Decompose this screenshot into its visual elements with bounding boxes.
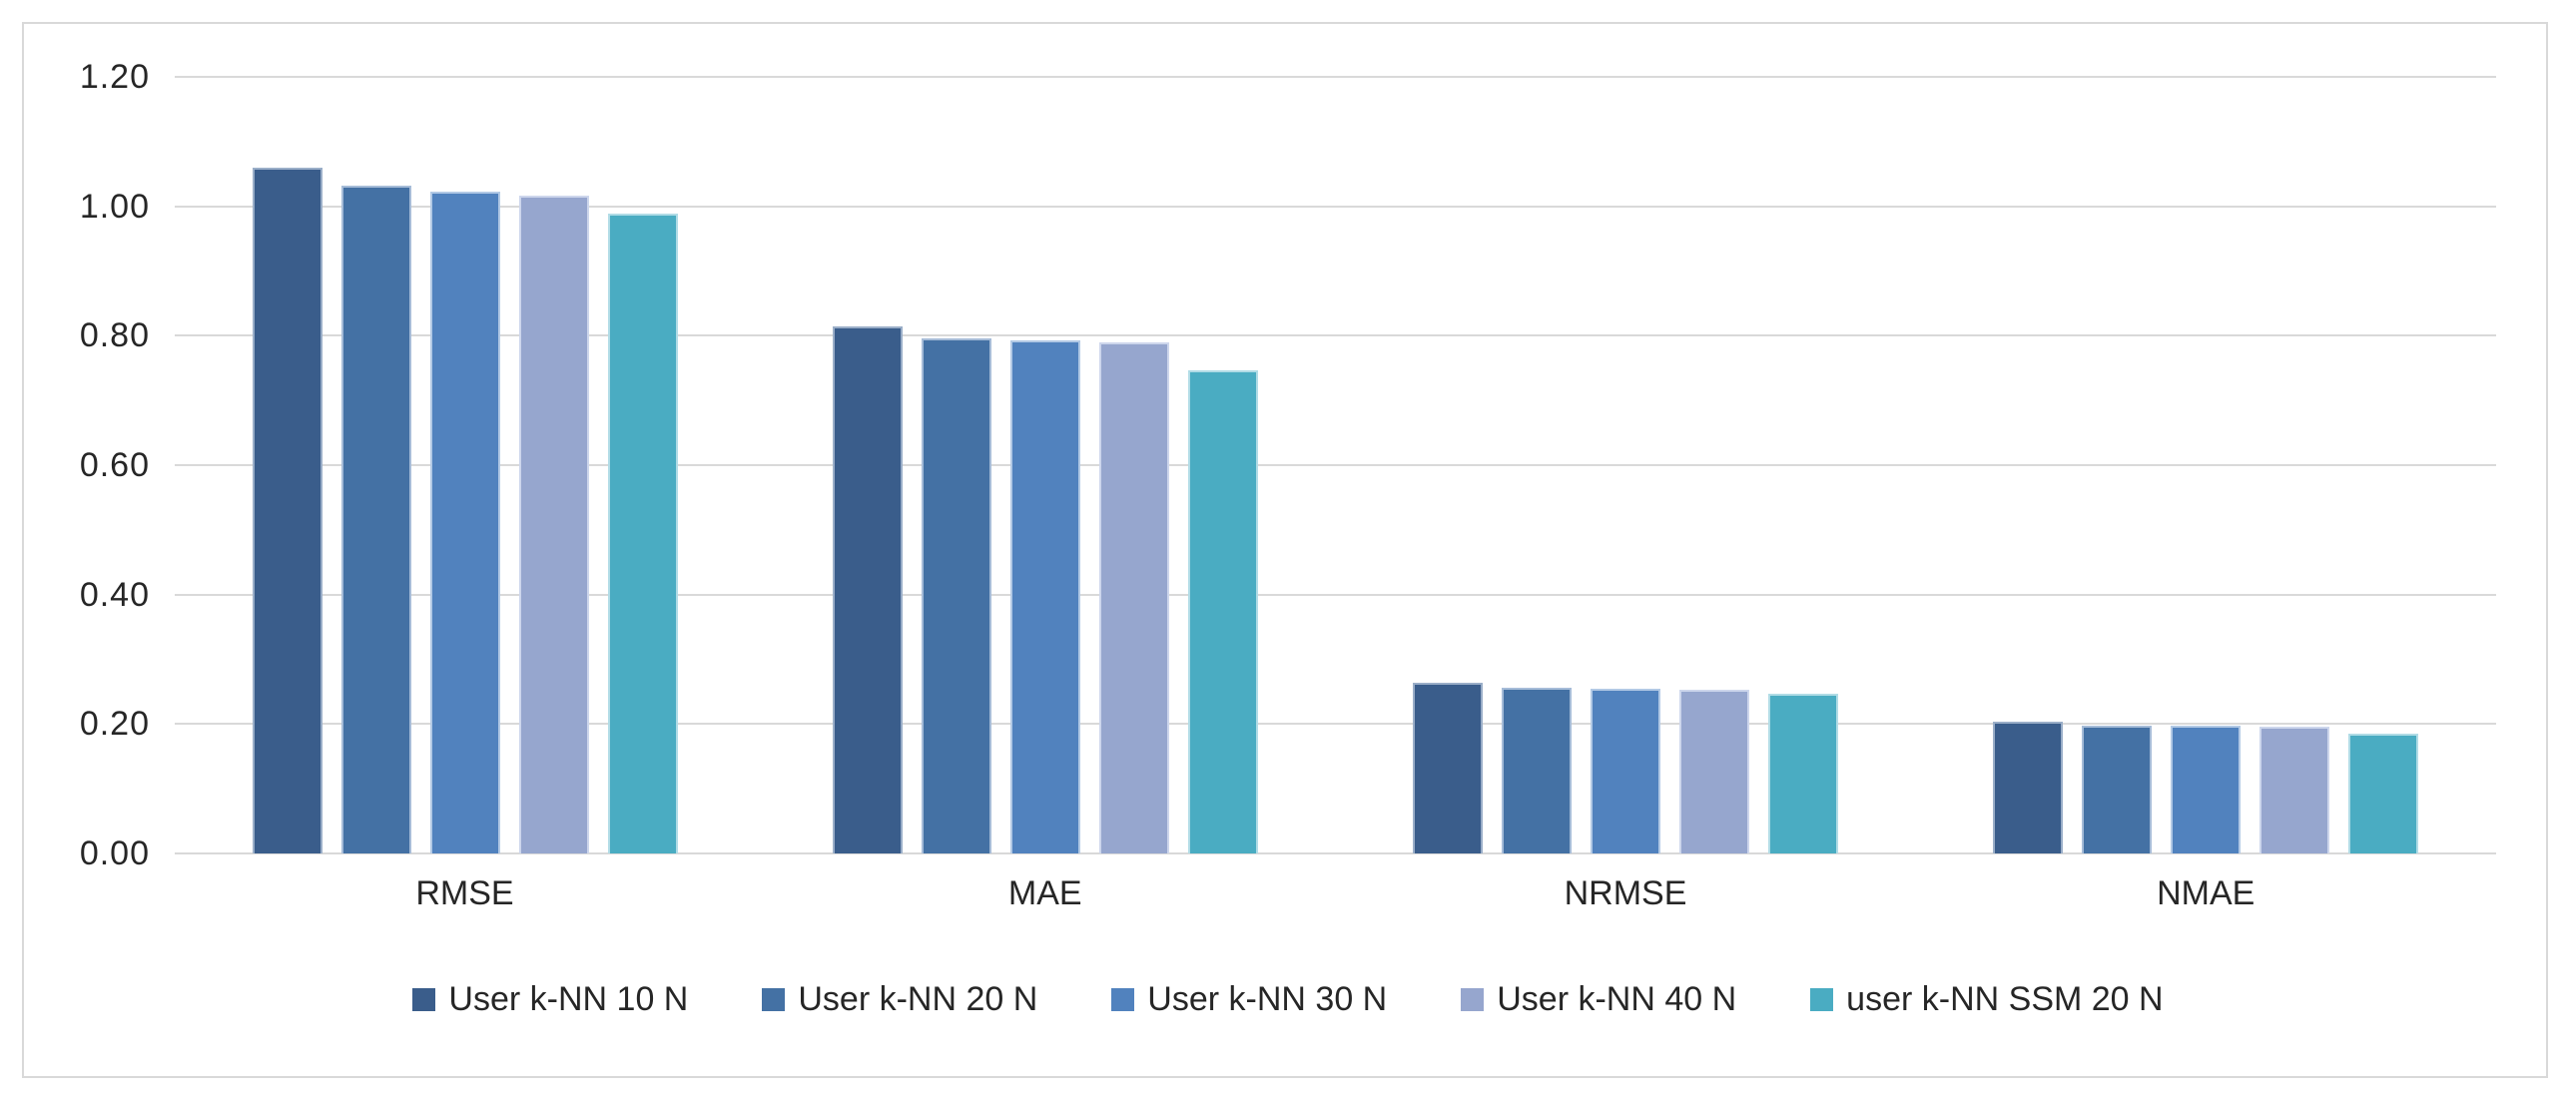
bar-NRMSE-series-1 xyxy=(1413,683,1484,853)
bar-NRMSE-series-4 xyxy=(1679,690,1750,853)
bar-NMAE-series-2 xyxy=(2082,726,2153,853)
x-tick-label-RMSE: RMSE xyxy=(415,874,514,912)
y-tick-label: 1.20 xyxy=(79,58,150,96)
y-tick-label: 1.00 xyxy=(79,187,150,226)
bar-group-NMAE xyxy=(1916,77,2496,853)
legend-label: User k-NN 20 N xyxy=(798,980,1038,1018)
gridline-0.80 xyxy=(175,334,2496,337)
y-tick-label: 0.20 xyxy=(79,705,150,744)
x-tick-label-NMAE: NMAE xyxy=(2157,874,2255,912)
bar-MAE-series-4 xyxy=(1098,342,1169,853)
legend-item-2: User k-NN 20 N xyxy=(762,980,1037,1019)
bar-NMAE-series-4 xyxy=(2259,727,2330,853)
legend-item-4: User k-NN 40 N xyxy=(1461,980,1736,1019)
chart-legend: User k-NN 10 N User k-NN 20 N User k-NN 30… xyxy=(0,980,2576,1019)
bar-MAE-series-5 xyxy=(1187,370,1258,853)
bar-NMAE-series-1 xyxy=(1993,722,2064,853)
legend-swatch-icon xyxy=(1111,988,1135,1011)
gridline-0.40 xyxy=(175,593,2496,596)
bar-group-MAE xyxy=(755,77,1335,853)
gridline-0.00 xyxy=(175,852,2496,854)
bar-MAE-series-3 xyxy=(1009,340,1080,853)
y-tick-label: 0.80 xyxy=(79,316,150,355)
bar-MAE-series-1 xyxy=(832,326,903,853)
y-tick-label: 0.00 xyxy=(79,834,150,872)
gridline-1.20 xyxy=(175,76,2496,78)
bar-NRMSE-series-5 xyxy=(1768,694,1839,853)
gridline-0.20 xyxy=(175,723,2496,726)
plot-area xyxy=(175,77,2496,853)
x-tick-label-NRMSE: NRMSE xyxy=(1564,874,1687,912)
bar-RMSE-series-4 xyxy=(518,196,589,853)
legend-label: User k-NN 10 N xyxy=(448,980,689,1018)
legend-swatch-icon xyxy=(1461,988,1485,1011)
bar-RMSE-series-3 xyxy=(429,192,500,853)
x-tick-label-MAE: MAE xyxy=(1007,874,1082,912)
legend-item-1: User k-NN 10 N xyxy=(412,980,688,1019)
bar-RMSE-series-1 xyxy=(252,168,322,853)
bar-group-NRMSE xyxy=(1336,77,1916,853)
gridline-1.00 xyxy=(175,205,2496,208)
bar-MAE-series-2 xyxy=(921,338,991,853)
legend-item-3: User k-NN 30 N xyxy=(1111,980,1387,1019)
gridline-0.60 xyxy=(175,464,2496,466)
legend-label: User k-NN 40 N xyxy=(1497,980,1737,1018)
bar-group-RMSE xyxy=(175,77,755,853)
bar-NMAE-series-3 xyxy=(2171,726,2242,853)
bar-NRMSE-series-3 xyxy=(1591,689,1661,853)
bar-RMSE-series-5 xyxy=(607,214,678,853)
legend-swatch-icon xyxy=(412,988,436,1011)
legend-swatch-icon xyxy=(762,988,786,1011)
legend-swatch-icon xyxy=(1810,988,1834,1011)
bar-RMSE-series-2 xyxy=(340,186,411,853)
y-tick-label: 0.40 xyxy=(79,575,150,614)
bar-NRMSE-series-2 xyxy=(1502,688,1573,853)
y-tick-label: 0.60 xyxy=(79,446,150,484)
legend-label: User k-NN 30 N xyxy=(1147,980,1388,1018)
legend-item-5: user k-NN SSM 20 N xyxy=(1810,980,2164,1019)
legend-label: user k-NN SSM 20 N xyxy=(1846,980,2164,1018)
bar-NMAE-series-5 xyxy=(2348,734,2419,853)
